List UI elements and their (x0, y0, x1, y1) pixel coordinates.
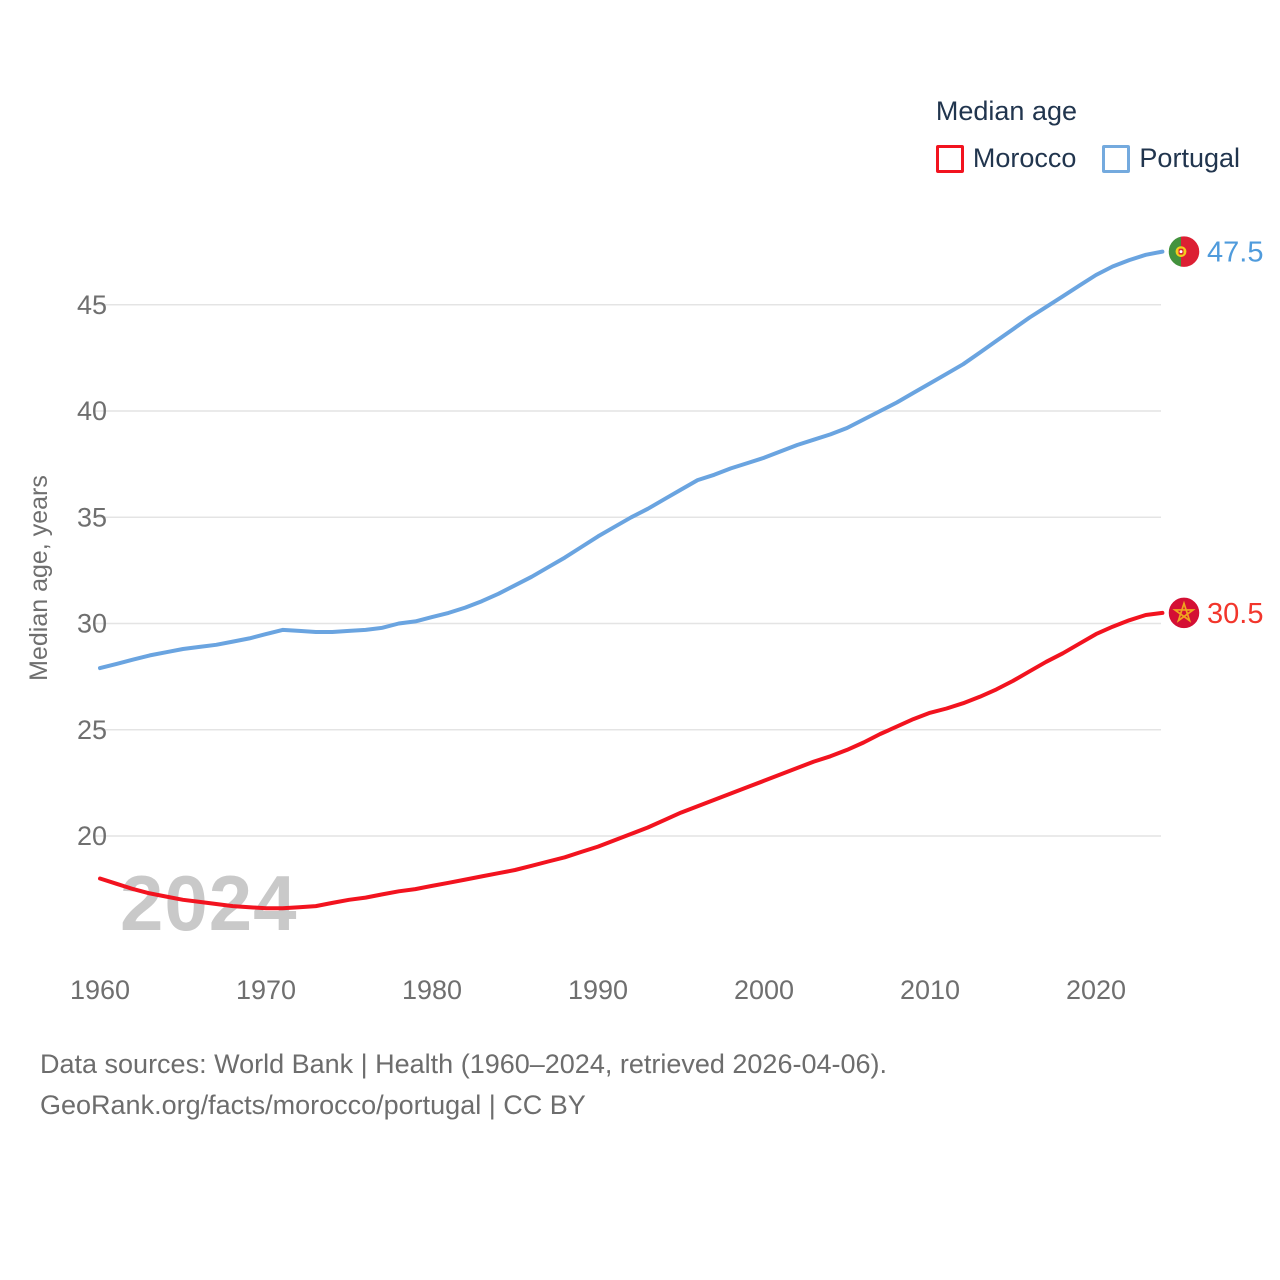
morocco-swatch-icon (935, 144, 964, 173)
y-tick-45: 45 (77, 290, 107, 320)
legend-title: Median age (935, 96, 1077, 126)
portugal-line (98, 249, 1165, 671)
legend-items: Morocco Portugal (935, 143, 1240, 174)
x-tick-1970: 1970 (236, 975, 296, 1005)
morocco-end-value: 30.5 (1207, 598, 1263, 630)
portugal-swatch-icon (1102, 144, 1131, 173)
x-tick-2020: 2020 (1066, 975, 1126, 1005)
y-tick-25: 25 (77, 715, 107, 745)
y-axis-title: Median age, years (25, 475, 53, 681)
x-tick-1960: 1960 (70, 975, 130, 1005)
portugal-end-value: 47.5 (1207, 237, 1263, 269)
x-tick-1980: 1980 (402, 975, 462, 1005)
chart-legend: Median age Morocco Portugal (935, 96, 1240, 174)
morocco-line (98, 610, 1165, 911)
morocco-flag-icon (1167, 596, 1201, 630)
chart-footer: Data sources: World Bank | Health (1960–… (40, 1044, 887, 1126)
legend-item-portugal[interactable]: Portugal (1102, 143, 1240, 174)
y-tick-30: 30 (77, 609, 107, 639)
attribution-line: GeoRank.org/facts/morocco/portugal | CC … (40, 1090, 586, 1120)
legend-label-morocco: Morocco (972, 143, 1077, 173)
data-sources-line: Data sources: World Bank | Health (1960–… (40, 1049, 887, 1079)
legend-label-portugal: Portugal (1139, 143, 1240, 173)
y-tick-20: 20 (77, 821, 107, 851)
x-tick-2010: 2010 (900, 975, 960, 1005)
y-tick-40: 40 (77, 396, 107, 426)
x-tick-1990: 1990 (568, 975, 628, 1005)
x-tick-2000: 2000 (734, 975, 794, 1005)
portugal-flag-icon (1167, 234, 1201, 269)
y-tick-35: 35 (77, 502, 107, 532)
morocco-star-icon (1172, 600, 1196, 623)
legend-item-morocco[interactable]: Morocco (935, 143, 1077, 174)
